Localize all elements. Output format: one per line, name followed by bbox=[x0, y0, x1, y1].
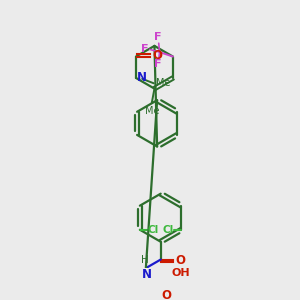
Text: OH: OH bbox=[171, 268, 190, 278]
Text: O: O bbox=[175, 254, 185, 267]
Text: Cl: Cl bbox=[162, 225, 173, 235]
Text: F: F bbox=[154, 59, 162, 69]
Text: Me: Me bbox=[145, 106, 159, 116]
Text: F: F bbox=[154, 32, 162, 42]
Text: F: F bbox=[141, 44, 149, 54]
Text: O: O bbox=[152, 49, 162, 62]
Text: N: N bbox=[137, 71, 147, 84]
Text: O: O bbox=[161, 289, 172, 300]
Text: H: H bbox=[141, 255, 149, 265]
Text: Cl: Cl bbox=[148, 225, 159, 235]
Polygon shape bbox=[137, 269, 147, 282]
Text: N: N bbox=[142, 268, 152, 281]
Text: Me: Me bbox=[155, 78, 170, 88]
